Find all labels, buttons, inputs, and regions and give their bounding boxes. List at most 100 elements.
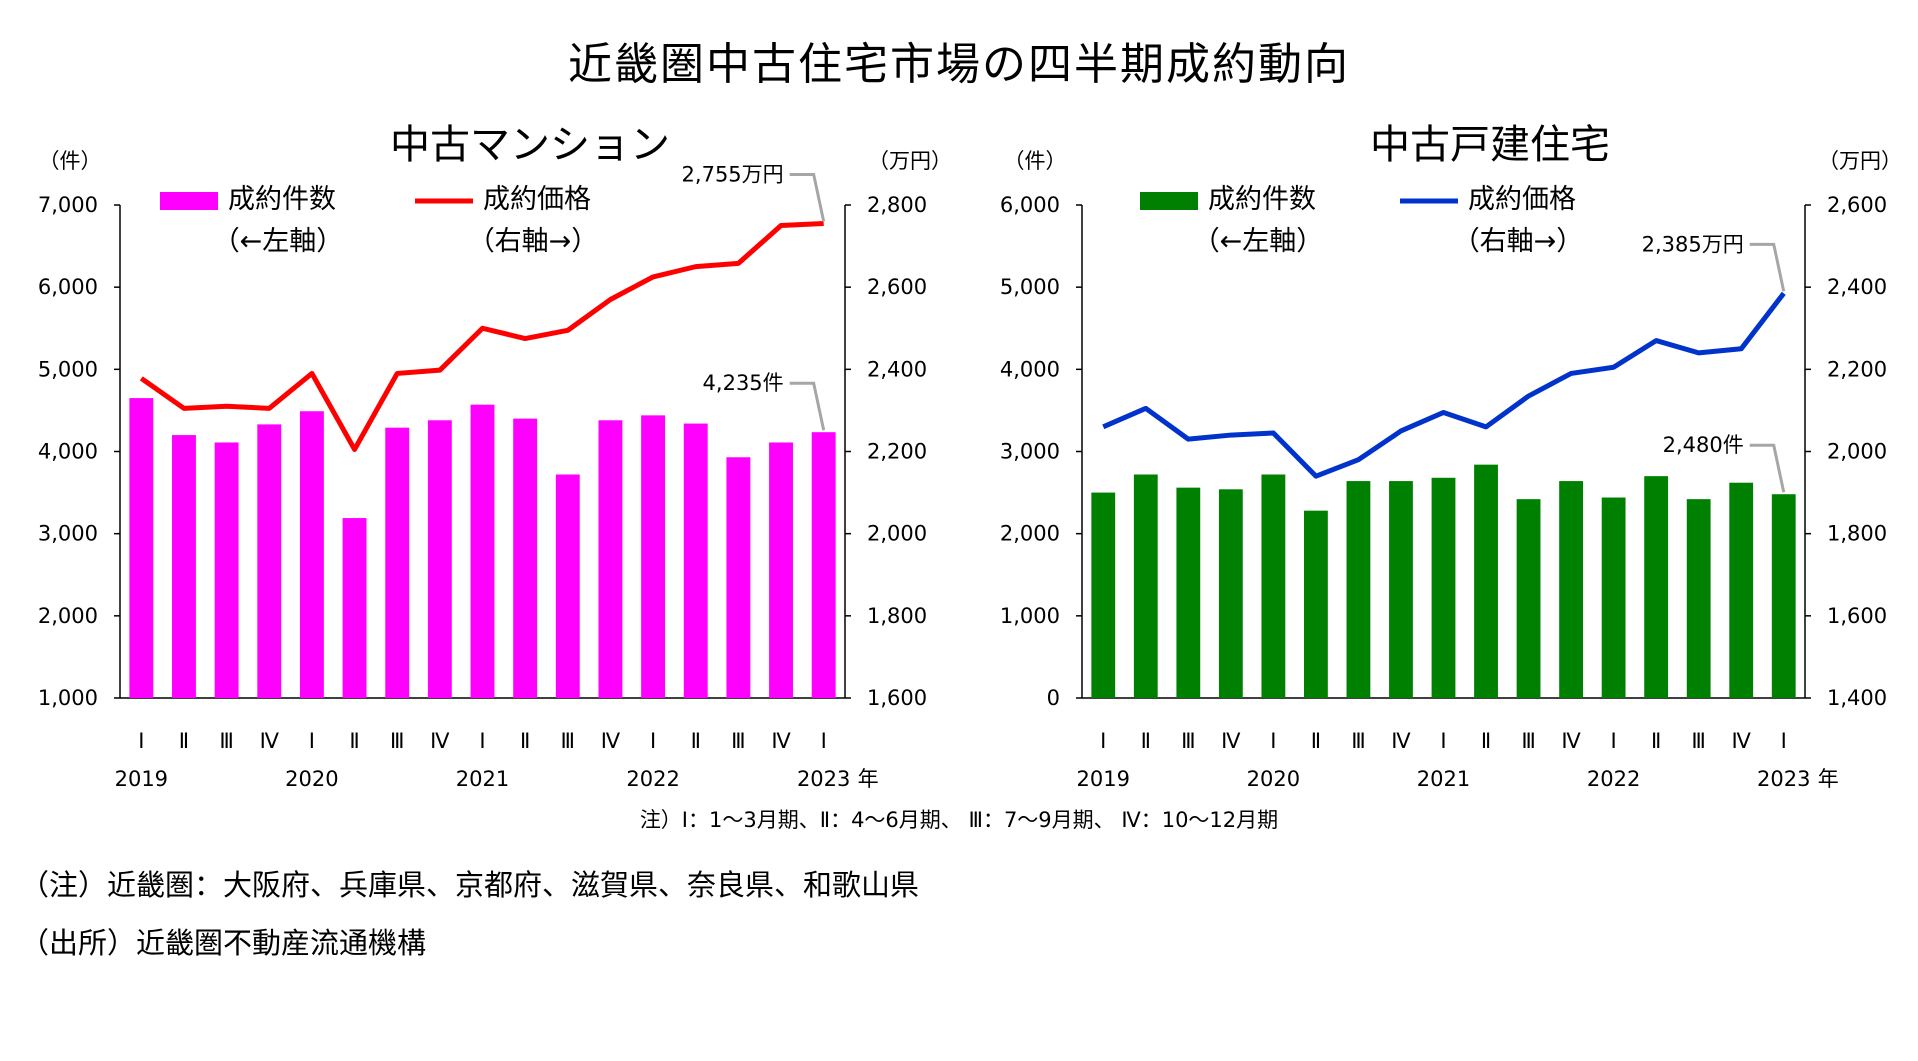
- condo-left-unit: （件）: [39, 149, 102, 173]
- house-quarter-label: Ⅰ: [1781, 729, 1787, 753]
- region-note: （注）近畿圏：大阪府、兵庫県、京都府、滋賀県、奈良県、和歌山県: [20, 868, 920, 902]
- house-quarter-label: Ⅲ: [1351, 729, 1365, 753]
- condo-year-suffix: 年: [858, 767, 879, 791]
- condo-right-tick-label: 1,600: [867, 686, 927, 710]
- house-bar: [1644, 476, 1669, 698]
- condo-bar: [470, 404, 495, 698]
- condo-left-tick-label: 2,000: [38, 604, 98, 628]
- condo-quarter-label: Ⅱ: [349, 729, 359, 753]
- condo-bar: [257, 424, 282, 698]
- house-quarter-label: Ⅰ: [1100, 729, 1106, 753]
- house-bar: [1559, 481, 1583, 698]
- house-year-suffix: 年: [1818, 767, 1839, 791]
- condo-annotation: 2,755万円: [682, 162, 784, 186]
- house-legend-bar-label: 成約件数: [1208, 184, 1316, 215]
- house-legend-line-label: 成約価格: [1468, 184, 1576, 215]
- house-quarter-label: Ⅳ: [1732, 729, 1752, 753]
- source-note: （出所）近畿圏不動産流通機構: [20, 926, 427, 960]
- house-annotation: 2,480件: [1663, 433, 1744, 457]
- house-legend-bar-swatch: [1140, 192, 1198, 210]
- house-left-tick-label: 6,000: [1000, 193, 1060, 217]
- condo-left-tick-label: 1,000: [38, 686, 98, 710]
- condo-quarter-label: Ⅰ: [138, 729, 144, 753]
- house-right-tick-label: 2,600: [1827, 193, 1887, 217]
- condo-right-tick-label: 2,800: [867, 193, 927, 217]
- condo-bar: [555, 474, 580, 698]
- condo-quarter-label: Ⅰ: [309, 729, 315, 753]
- condo-quarter-label: Ⅱ: [520, 729, 530, 753]
- condo-quarter-label: Ⅲ: [390, 729, 404, 753]
- condo-right-tick-label: 2,400: [867, 357, 927, 381]
- house-bar: [1729, 482, 1754, 698]
- house-left-tick-label: 1,000: [1000, 604, 1060, 628]
- condo-bar: [172, 435, 196, 698]
- condo-bar: [342, 518, 367, 698]
- condo-quarter-label: Ⅳ: [601, 729, 621, 753]
- condo-left-tick-label: 7,000: [38, 193, 98, 217]
- house-annotation-leader: [1749, 443, 1786, 493]
- house-quarter-label: Ⅱ: [1311, 729, 1321, 753]
- house-quarter-label: Ⅲ: [1181, 729, 1195, 753]
- condo-left-tick-label: 4,000: [38, 440, 98, 464]
- house-price-line: [1102, 291, 1786, 479]
- house-quarter-label: Ⅲ: [1521, 729, 1535, 753]
- condo-bar: [811, 432, 836, 698]
- condo-quarter-label: Ⅲ: [731, 729, 745, 753]
- condo-bar: [726, 457, 751, 698]
- house-right-tick-label: 1,800: [1827, 522, 1887, 546]
- condo-quarter-label: Ⅳ: [771, 729, 791, 753]
- house-right-tick-label: 1,400: [1827, 686, 1887, 710]
- condo-legend-bar-label: 成約件数: [228, 184, 336, 215]
- house-quarter-label: Ⅰ: [1270, 729, 1276, 753]
- condo-quarter-label: Ⅳ: [260, 729, 280, 753]
- house-right-tick-label: 1,600: [1827, 604, 1887, 628]
- house-left-tick-label: 2,000: [1000, 522, 1060, 546]
- condo-right-tick-label: 2,000: [867, 522, 927, 546]
- house-annotation: 2,385万円: [1642, 232, 1744, 256]
- condo-bar: [299, 411, 324, 698]
- quarter-legend-note: 注）Ⅰ：1～3月期、Ⅱ：4～6月期、 Ⅲ：7～9月期、 Ⅳ：10～12月期: [639, 808, 1279, 832]
- house-quarter-label: Ⅱ: [1141, 729, 1151, 753]
- house-quarter-label: Ⅰ: [1611, 729, 1617, 753]
- condo-year-label: 2023: [797, 767, 850, 791]
- condo-legend-line-axis: （右軸→）: [468, 226, 599, 257]
- condo-bar: [513, 418, 538, 698]
- house-left-tick-label: 4,000: [1000, 357, 1060, 381]
- condo-right-tick-label: 2,600: [867, 275, 927, 299]
- house-quarter-label: Ⅲ: [1691, 729, 1705, 753]
- condo-quarter-label: Ⅳ: [430, 729, 450, 753]
- house-quarter-label: Ⅱ: [1481, 729, 1491, 753]
- house-bar: [1686, 499, 1711, 698]
- house-right-tick-label: 2,400: [1827, 275, 1887, 299]
- house-left-tick-label: 3,000: [1000, 440, 1060, 464]
- condo-bar: [598, 420, 623, 698]
- condo-left-tick-label: 5,000: [38, 357, 98, 381]
- house-right-unit: （万円）: [1818, 149, 1902, 173]
- condo-annotation-leader: [789, 381, 826, 431]
- house-year-label: 2021: [1417, 767, 1470, 791]
- condo-left-tick-label: 3,000: [38, 522, 98, 546]
- condo-annotation-leader: [789, 172, 826, 222]
- condo-right-tick-label: 2,200: [867, 440, 927, 464]
- house-year-label: 2022: [1587, 767, 1640, 791]
- condo-right-tick-label: 1,800: [867, 604, 927, 628]
- house-legend-bar-axis: （←左軸）: [1193, 226, 1324, 257]
- condo-year-label: 2021: [456, 767, 509, 791]
- condo-quarter-label: Ⅲ: [219, 729, 233, 753]
- condo-bar: [641, 415, 666, 698]
- condo-quarter-label: Ⅰ: [821, 729, 827, 753]
- condo-quarter-label: Ⅱ: [179, 729, 189, 753]
- condo-chart-title: 中古マンション: [390, 122, 670, 168]
- house-bar: [1474, 464, 1498, 698]
- condo-right-unit: （万円）: [868, 149, 952, 173]
- condo-bar: [683, 423, 708, 698]
- condo-price-line: [139, 220, 824, 452]
- condo-bar: [769, 442, 793, 698]
- condo-annotation: 4,235件: [703, 371, 784, 395]
- condo-year-label: 2019: [115, 767, 168, 791]
- house-bar: [1771, 494, 1796, 698]
- house-bar: [1304, 510, 1328, 698]
- house-bar: [1431, 477, 1456, 698]
- house-quarter-label: Ⅰ: [1440, 729, 1446, 753]
- house-bar: [1261, 474, 1286, 698]
